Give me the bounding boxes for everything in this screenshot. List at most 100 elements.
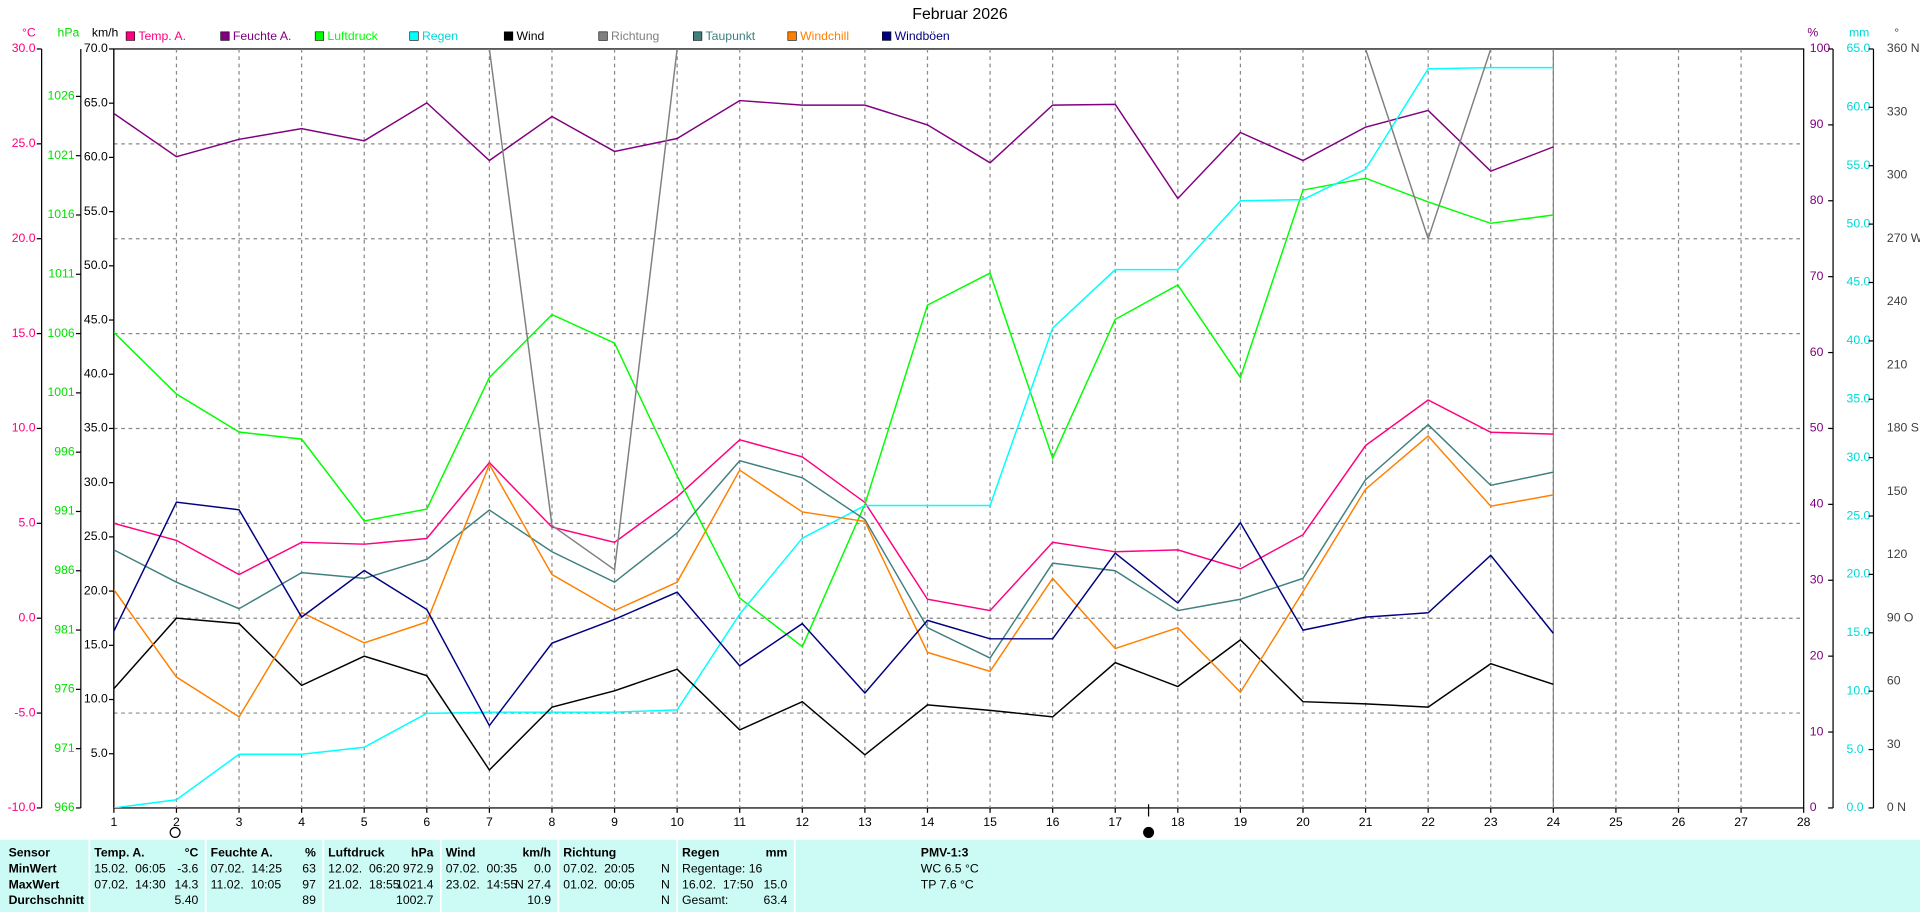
legend-swatch	[787, 31, 797, 41]
legend-label: Windchill	[800, 29, 849, 43]
chart-body: Februar 2026 1 2 3 4 5 6 7 8 9 10 11 12 13 14 15 16 17 18…	[0, 6, 1920, 912]
axis-unit: km/h	[92, 25, 119, 39]
pmv-title: PMV-1:3	[921, 845, 969, 859]
row-label: Sensor	[9, 845, 51, 859]
y-tick-label: 70	[1810, 269, 1824, 283]
y-tick-label: 70.0	[84, 41, 108, 55]
y-tick-label: -10.0	[8, 800, 36, 814]
y-tick-label: 1026	[47, 89, 74, 103]
cell-value: -3.6	[177, 861, 198, 875]
column-unit: km/h	[522, 845, 551, 859]
axis-unit: °	[1894, 25, 1899, 39]
y-tick-label: 10.0	[84, 692, 108, 706]
y-tick-label: 10.0	[12, 421, 36, 435]
legend-label: Taupunkt	[706, 29, 756, 43]
y-tick-label: 55.0	[1847, 158, 1871, 172]
y-tick-label: 966	[54, 800, 75, 814]
y-tick-label: 5.0	[1847, 742, 1864, 756]
legend-label: Richtung	[611, 29, 659, 43]
x-tick-label: 18	[1171, 815, 1185, 829]
y-tick-label: 40.0	[1847, 333, 1871, 347]
cell-date: 15.02. 06:05	[94, 861, 166, 875]
y-tick-label: 120	[1887, 547, 1908, 561]
x-tick-label: 5	[361, 815, 368, 829]
x-tick-label: 11	[733, 815, 746, 829]
y-tick-label: 996	[54, 444, 75, 458]
y-tick-label: 30.0	[1847, 450, 1871, 464]
y-tick-label: 976	[54, 682, 75, 696]
y-tick-label: 150	[1887, 484, 1908, 498]
y-tick-label: 180 S	[1887, 421, 1919, 435]
y-tick-label: 15.0	[1847, 625, 1871, 639]
y-tick-label: 20.0	[12, 231, 36, 245]
y-tick-label: 60	[1887, 674, 1901, 688]
y-tick-label: 10	[1810, 724, 1824, 738]
y-tick-label: 1006	[47, 326, 74, 340]
y-tick-label: 50.0	[84, 258, 108, 272]
y-tick-label: 0	[1810, 800, 1817, 814]
y-tick-label: 1011	[48, 267, 75, 281]
stats-background	[0, 839, 1920, 912]
x-tick-label: 17	[1108, 815, 1122, 829]
y-tick-label: 25.0	[1847, 508, 1871, 522]
x-tick-label: 26	[1672, 815, 1686, 829]
x-tick-label: 2	[173, 815, 180, 829]
row-label: MinWert	[9, 861, 57, 875]
cell-date: 07.02. 14:25	[211, 861, 283, 875]
column-title: Luftdruck	[328, 845, 385, 859]
y-tick-label: 55.0	[84, 204, 108, 218]
series-line	[1364, 48, 1492, 242]
chart-title: Februar 2026	[912, 6, 1008, 23]
cell-value: 89	[302, 893, 316, 907]
x-tick-label: 9	[611, 815, 618, 829]
pmv-line: TP 7.6 °C	[921, 877, 974, 891]
y-tick-label: 50	[1810, 421, 1824, 435]
y-tick-label: 300	[1887, 168, 1908, 182]
legend-swatch	[693, 31, 703, 41]
legend-label: Luftdruck	[327, 29, 378, 43]
x-tick-label: 8	[549, 815, 556, 829]
axis-unit: hPa	[58, 25, 80, 39]
cell-date: Gesamt:	[682, 893, 728, 907]
y-tick-label: 50.0	[1847, 216, 1871, 230]
axis-unit: °C	[22, 25, 36, 39]
y-tick-label: 35.0	[1847, 391, 1871, 405]
legend-swatch	[314, 31, 325, 41]
legend-swatch	[882, 31, 892, 41]
x-tick-label: 7	[486, 815, 493, 829]
y-tick-label: 15.0	[12, 326, 36, 340]
y-tick-label: 25.0	[84, 529, 108, 543]
x-tick-label: 16	[1046, 815, 1060, 829]
column-unit: mm	[766, 845, 788, 859]
y-tick-label: 60	[1810, 345, 1824, 359]
cell-date: 21.02. 18:55	[328, 877, 400, 891]
y-tick-label: 45.0	[1847, 275, 1871, 289]
column-unit: hPa	[411, 845, 434, 859]
cell-date: 11.02. 10:05	[211, 877, 282, 891]
legend-swatch	[220, 31, 230, 41]
series-line	[113, 617, 1554, 772]
y-tick-label: 40.0	[84, 366, 108, 380]
x-tick-label: 21	[1359, 815, 1373, 829]
cell-value: 63	[302, 861, 316, 875]
y-tick-label: 986	[54, 563, 75, 577]
x-tick-label: 20	[1296, 815, 1310, 829]
y-tick-label: 991	[54, 504, 75, 518]
y-tick-label: 270 W	[1887, 231, 1920, 245]
cell-value: 97	[302, 877, 316, 891]
cell-date: 01.02. 00:05	[563, 877, 635, 891]
column-title: Regen	[682, 845, 719, 859]
y-tick-label: 20.0	[1847, 567, 1871, 581]
y-tick-label: 981	[54, 622, 75, 636]
legend-label: Windböen	[895, 29, 950, 43]
row-label: MaxWert	[9, 877, 60, 891]
cell-date: 07.02. 14:30	[94, 877, 166, 891]
x-tick-label: 23	[1484, 815, 1498, 829]
cell-value: 0.0	[534, 861, 551, 875]
y-tick-label: 25.0	[12, 136, 36, 150]
y-tick-label: 0.0	[1847, 800, 1864, 814]
pmv-line: WC 6.5 °C	[921, 861, 979, 875]
y-tick-label: 360 N	[1887, 41, 1920, 55]
cell-value: 1002.7	[396, 893, 434, 907]
x-tick-label: 15	[983, 815, 997, 829]
